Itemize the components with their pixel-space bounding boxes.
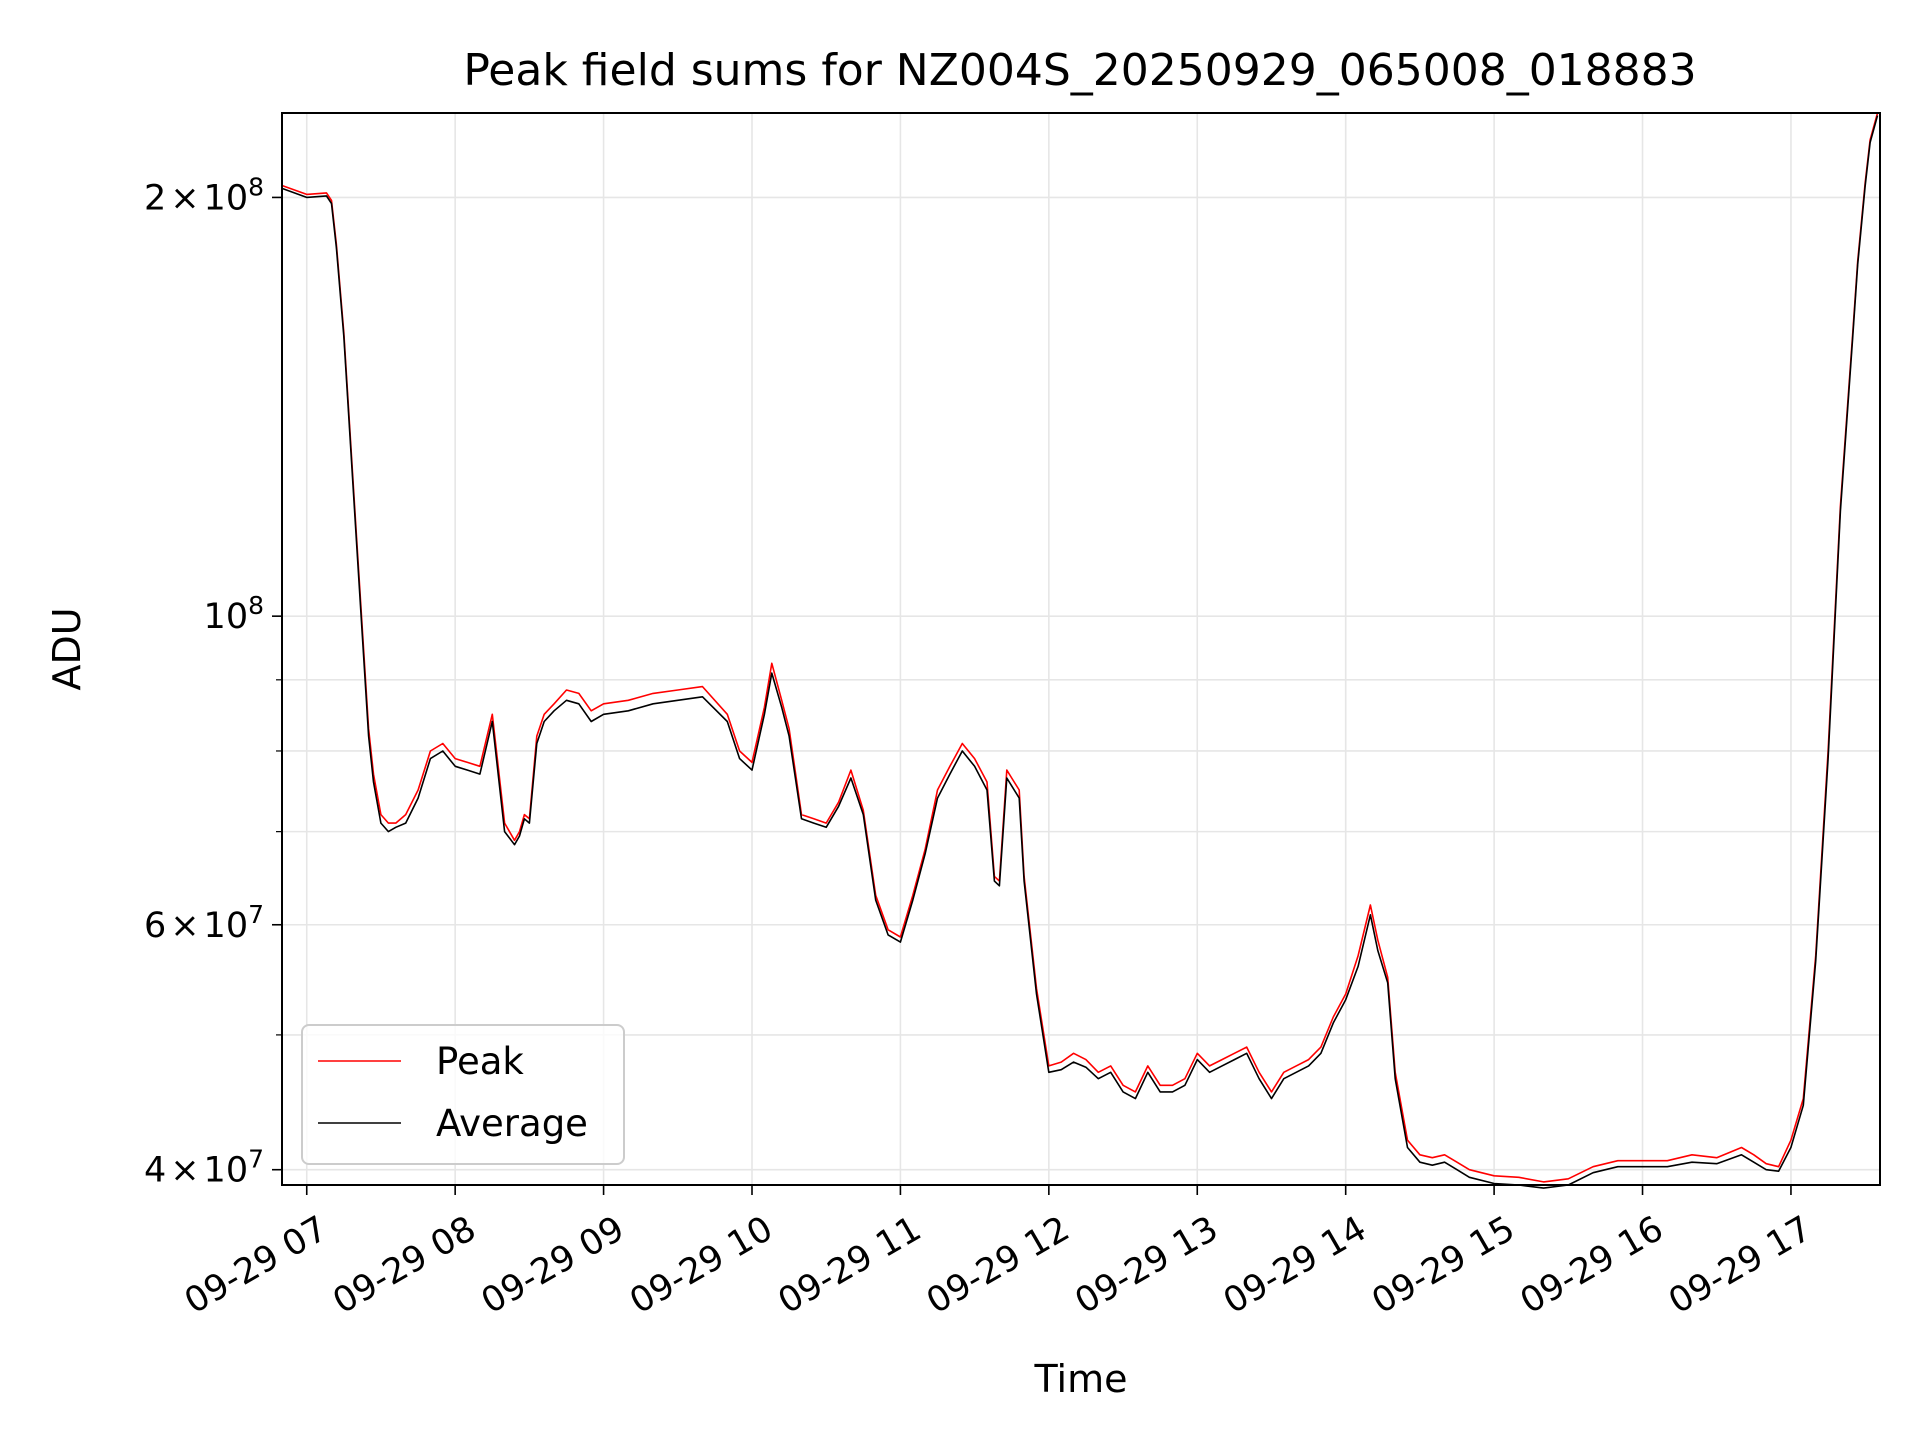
y-axis: 4 × 107 6 × 107 108 2 × 108 — [144, 172, 282, 1191]
y-tick-label: 108 — [204, 591, 264, 637]
gridlines — [282, 113, 1880, 1185]
chart-title: Peak field sums for NZ004S_20250929_0650… — [463, 45, 1696, 96]
series-line-average — [281, 115, 1879, 1189]
plot-frame — [281, 112, 1881, 1186]
y-tick-label: 2 × 108 — [144, 172, 264, 218]
x-axis-title: Time — [1034, 1357, 1128, 1401]
legend-label-average: Average — [436, 1102, 588, 1145]
legend: Peak Average — [301, 1024, 625, 1165]
series-layer — [281, 112, 1879, 1189]
y-tick-label: 6 × 107 — [144, 900, 264, 946]
series-line-peak — [281, 112, 1879, 1183]
y-tick-label: 4 × 107 — [144, 1145, 264, 1191]
legend-box — [301, 1024, 625, 1165]
y-axis-title: ADU — [45, 607, 89, 690]
legend-label-peak: Peak — [436, 1040, 524, 1083]
